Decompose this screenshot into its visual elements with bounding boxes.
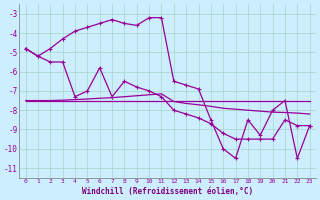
X-axis label: Windchill (Refroidissement éolien,°C): Windchill (Refroidissement éolien,°C) — [82, 187, 253, 196]
